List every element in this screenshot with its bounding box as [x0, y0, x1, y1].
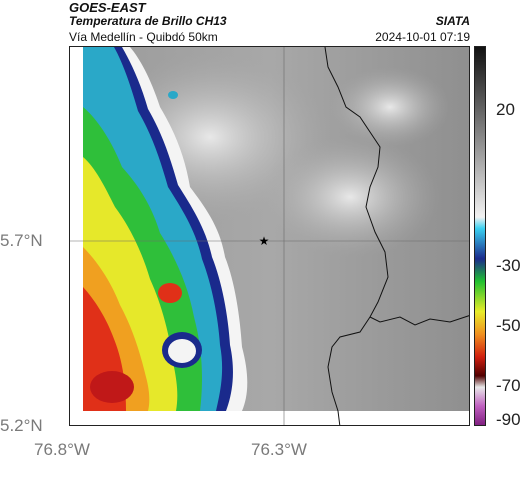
no-data-strip [70, 411, 469, 425]
colorbar-tick-m30: -30 [496, 256, 521, 275]
colorbar [474, 46, 486, 426]
product-title: Temperatura de Brillo CH13 [69, 14, 227, 28]
colorbar-tick-m50: -50 [496, 316, 521, 335]
agency-label: SIATA [435, 14, 470, 28]
department-boundary [324, 47, 389, 425]
location-marker[interactable]: ★ [259, 234, 270, 248]
satellite-name: GOES-EAST [69, 0, 146, 15]
lat-tick-5-7: 5.7°N [0, 231, 43, 250]
colorbar-tick-m90: -90 [496, 410, 521, 429]
colorbar-tick-20: 20 [496, 100, 515, 119]
route-subtitle: Vía Medellín - Quibdó 50km [69, 30, 218, 44]
colorbar-tick-m70: -70 [496, 376, 521, 395]
lon-tick-76-8: 76.8°W [34, 440, 90, 459]
satellite-map[interactable]: ★ [69, 46, 470, 426]
lon-tick-76-3: 76.3°W [251, 440, 307, 459]
datetime-label: 2024-10-01 07:19 [375, 30, 470, 44]
lat-tick-5-2: 5.2°N [0, 416, 43, 435]
